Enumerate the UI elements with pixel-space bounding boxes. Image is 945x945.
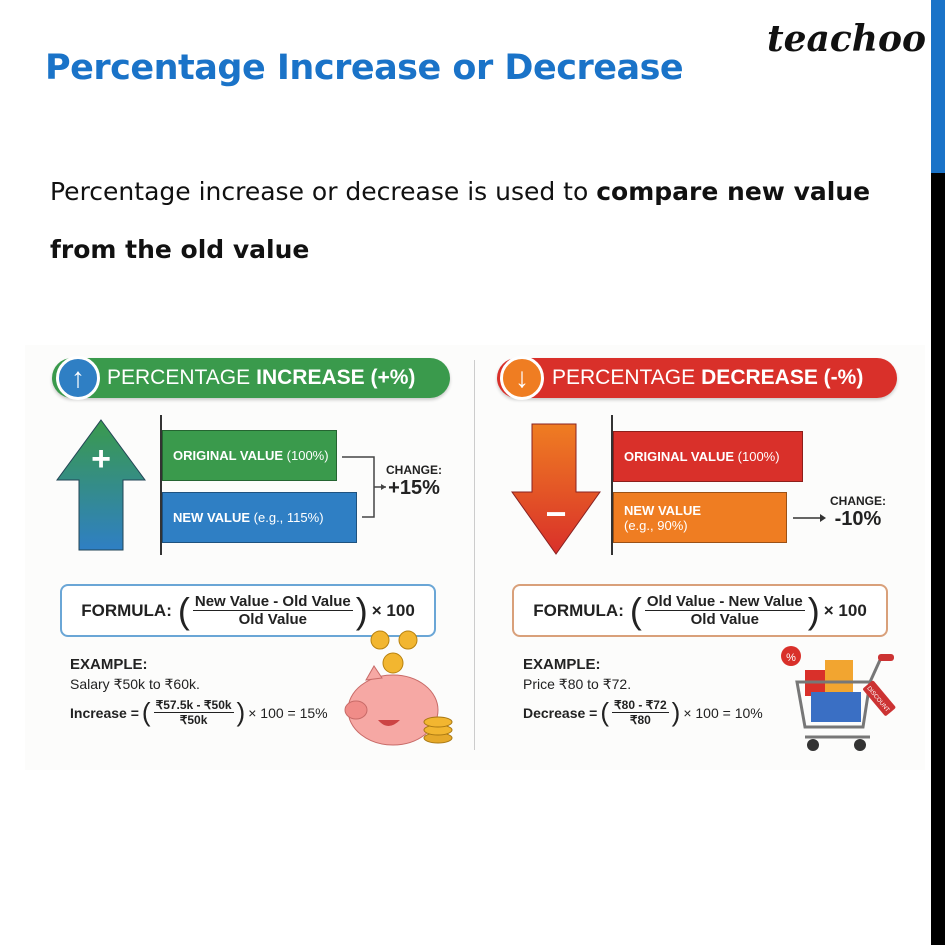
decrease-formula-box: FORMULA:( Old Value - New Value Old Value…	[512, 584, 888, 637]
original-value-bar: ORIGINAL VALUE (100%)	[162, 430, 337, 481]
header-light: PERCENTAGE	[107, 366, 251, 389]
bar-sublabel: (e.g., 90%)	[624, 517, 688, 533]
new-value-bar: NEW VALUE (e.g., 115%)	[162, 492, 357, 543]
formula-multiplier: × 100	[823, 600, 867, 620]
arrow-down-icon: ↓	[500, 356, 544, 400]
change-bracket	[342, 456, 386, 518]
calc-numerator: ₹57.5k - ₹50k	[153, 698, 234, 713]
bar-sublabel: (100%)	[286, 448, 329, 463]
change-label: CHANGE:	[386, 463, 442, 477]
side-accent-bar	[931, 0, 945, 173]
bar-label: ORIGINAL VALUE	[173, 448, 284, 463]
formula-denominator: Old Value	[238, 611, 307, 628]
bar-axis	[611, 415, 613, 555]
header-light: PERCENTAGE	[552, 366, 696, 389]
formula-multiplier: × 100	[371, 600, 415, 620]
bar-sublabel: (100%)	[737, 449, 780, 464]
bar-label: ORIGINAL VALUE	[624, 449, 735, 464]
page-title: Percentage Increase or Decrease	[45, 48, 684, 88]
formula-numerator: Old Value - New Value	[644, 593, 805, 611]
calc-result: × 100 = 15%	[248, 704, 328, 721]
calc-denominator: ₹50k	[179, 713, 208, 727]
calc-denominator: ₹80	[629, 713, 651, 727]
formula-denominator: Old Value	[690, 611, 759, 628]
header-bold: DECREASE (-%)	[701, 366, 864, 389]
change-label: CHANGE:	[830, 494, 886, 508]
bar-label: NEW VALUE	[173, 510, 251, 525]
arrow-up-icon: ↑	[56, 356, 100, 400]
piggy-bank-icon	[344, 630, 453, 746]
intro-bold-text-2: from the old value	[50, 235, 310, 264]
increase-example: EXAMPLE: Salary ₹50k to ₹60k. Increase =…	[70, 656, 328, 727]
header-bold: INCREASE (+%)	[256, 366, 416, 389]
intro-line-1: Percentage increase or decrease is used …	[50, 177, 870, 206]
formula-label: FORMULA:	[533, 600, 624, 620]
formula-numerator: New Value - Old Value	[192, 593, 353, 611]
example-text: Price ₹80 to ₹72.	[523, 676, 632, 692]
calc-label: Decrease =	[523, 704, 598, 721]
bar-axis	[160, 415, 162, 555]
discount-badge: %	[786, 652, 796, 664]
big-up-arrow-icon: +	[56, 419, 146, 551]
change-value: -10%	[834, 508, 882, 530]
intro-line-2: from the old value	[50, 235, 309, 264]
side-dark-bar	[931, 173, 945, 945]
new-value-bar: NEW VALUE (e.g., 90%)	[613, 492, 787, 543]
shopping-cart-icon: % DISCOUNT	[781, 646, 896, 751]
change-readout: CHANGE: -10%	[830, 494, 886, 531]
teachoo-logo: teachoo	[767, 18, 926, 60]
formula-label: FORMULA:	[81, 600, 172, 620]
increase-formula-box: FORMULA:( New Value - Old Value Old Value…	[60, 584, 436, 637]
example-title: EXAMPLE:	[70, 656, 148, 673]
increase-header: PERCENTAGE INCREASE (+%)	[52, 358, 450, 398]
example-text: Salary ₹50k to ₹60k.	[70, 676, 200, 692]
bar-label: NEW VALUE	[624, 502, 702, 518]
panel-divider	[474, 360, 475, 750]
bar-sublabel: (e.g., 115%)	[253, 510, 324, 525]
example-title: EXAMPLE:	[523, 656, 601, 673]
infographic	[25, 345, 925, 770]
plus-sign: +	[91, 440, 111, 478]
intro-bold-text: compare new value	[596, 177, 871, 206]
decrease-header: PERCENTAGE DECREASE (-%)	[497, 358, 897, 398]
calc-numerator: ₹80 - ₹72	[612, 698, 669, 713]
big-down-arrow-icon: −	[511, 423, 601, 555]
change-arrow-icon	[793, 514, 826, 522]
decrease-example: EXAMPLE: Price ₹80 to ₹72. Decrease =(₹8…	[523, 656, 763, 727]
calc-result: × 100 = 10%	[683, 704, 763, 721]
intro-text: Percentage increase or decrease is used …	[50, 177, 597, 206]
calc-label: Increase =	[70, 704, 139, 721]
change-readout: CHANGE: +15%	[386, 463, 442, 500]
change-value: +15%	[388, 477, 440, 499]
minus-sign: −	[545, 493, 566, 534]
original-value-bar: ORIGINAL VALUE (100%)	[613, 431, 803, 482]
